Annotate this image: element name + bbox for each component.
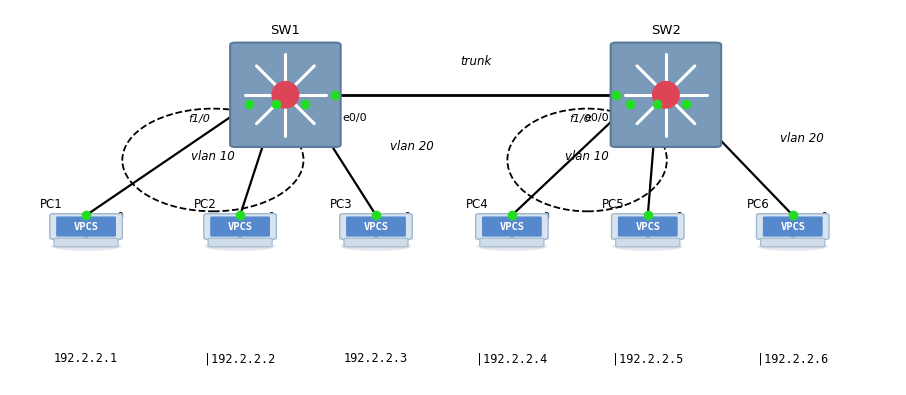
Ellipse shape — [51, 242, 121, 251]
Text: e0: e0 — [670, 212, 683, 222]
FancyBboxPatch shape — [230, 43, 341, 147]
FancyBboxPatch shape — [344, 238, 408, 247]
Text: f1/1: f1/1 — [637, 114, 659, 124]
Ellipse shape — [341, 242, 411, 251]
FancyBboxPatch shape — [482, 216, 542, 237]
FancyBboxPatch shape — [56, 216, 116, 237]
Text: VPCS: VPCS — [73, 222, 99, 231]
FancyBboxPatch shape — [480, 238, 544, 247]
Text: PC1: PC1 — [40, 198, 63, 211]
Text: f1/0: f1/0 — [569, 114, 591, 124]
Text: trunk: trunk — [460, 55, 491, 68]
Text: SW1: SW1 — [270, 24, 301, 37]
Text: vlan 20: vlan 20 — [780, 132, 824, 145]
FancyBboxPatch shape — [761, 238, 824, 247]
Text: |192.2.2.4: |192.2.2.4 — [477, 352, 547, 365]
FancyBboxPatch shape — [611, 43, 721, 147]
FancyBboxPatch shape — [210, 216, 270, 237]
FancyBboxPatch shape — [763, 216, 823, 237]
Text: PC2: PC2 — [194, 198, 217, 211]
Text: VPCS: VPCS — [635, 222, 660, 231]
FancyBboxPatch shape — [204, 214, 276, 239]
FancyBboxPatch shape — [346, 216, 406, 237]
Text: e0: e0 — [537, 212, 550, 222]
Text: e0: e0 — [815, 212, 828, 222]
Text: f1/2: f1/2 — [314, 114, 336, 124]
Text: VPCS: VPCS — [227, 222, 253, 231]
Text: 192.2.2.1: 192.2.2.1 — [54, 352, 118, 365]
FancyBboxPatch shape — [616, 238, 680, 247]
FancyBboxPatch shape — [208, 238, 272, 247]
FancyBboxPatch shape — [340, 214, 412, 239]
FancyBboxPatch shape — [476, 214, 548, 239]
Text: SW2: SW2 — [651, 24, 681, 37]
Ellipse shape — [477, 242, 547, 251]
Ellipse shape — [757, 242, 828, 251]
Text: 192.2.2.3: 192.2.2.3 — [344, 352, 408, 365]
Text: |192.2.2.6: |192.2.2.6 — [757, 352, 828, 365]
Text: e0: e0 — [111, 212, 124, 222]
Text: PC4: PC4 — [466, 198, 489, 211]
Text: vlan 20: vlan 20 — [390, 140, 434, 152]
Text: f1/0: f1/0 — [188, 114, 210, 124]
FancyBboxPatch shape — [618, 216, 678, 237]
Text: |192.2.2.5: |192.2.2.5 — [612, 352, 683, 365]
Text: VPCS: VPCS — [780, 222, 805, 231]
Ellipse shape — [652, 81, 680, 109]
FancyBboxPatch shape — [54, 238, 118, 247]
Text: VPCS: VPCS — [499, 222, 525, 231]
Text: e0: e0 — [263, 212, 275, 222]
Text: PC5: PC5 — [602, 198, 624, 211]
Ellipse shape — [205, 242, 275, 251]
Text: e0: e0 — [399, 212, 411, 222]
Text: vlan 10: vlan 10 — [191, 150, 235, 162]
FancyBboxPatch shape — [757, 214, 829, 239]
FancyBboxPatch shape — [50, 214, 122, 239]
Ellipse shape — [612, 242, 683, 251]
Text: f1/1: f1/1 — [256, 114, 278, 124]
Text: |192.2.2.2: |192.2.2.2 — [205, 352, 275, 365]
FancyBboxPatch shape — [612, 214, 684, 239]
Text: PC6: PC6 — [747, 198, 770, 211]
Text: vlan 10: vlan 10 — [565, 150, 609, 162]
Text: f1/2: f1/2 — [695, 114, 717, 124]
Ellipse shape — [272, 81, 299, 109]
Text: VPCS: VPCS — [363, 222, 389, 231]
Text: e0/0: e0/0 — [342, 113, 367, 122]
Text: e0/0: e0/0 — [584, 113, 609, 122]
Text: PC3: PC3 — [331, 198, 352, 211]
